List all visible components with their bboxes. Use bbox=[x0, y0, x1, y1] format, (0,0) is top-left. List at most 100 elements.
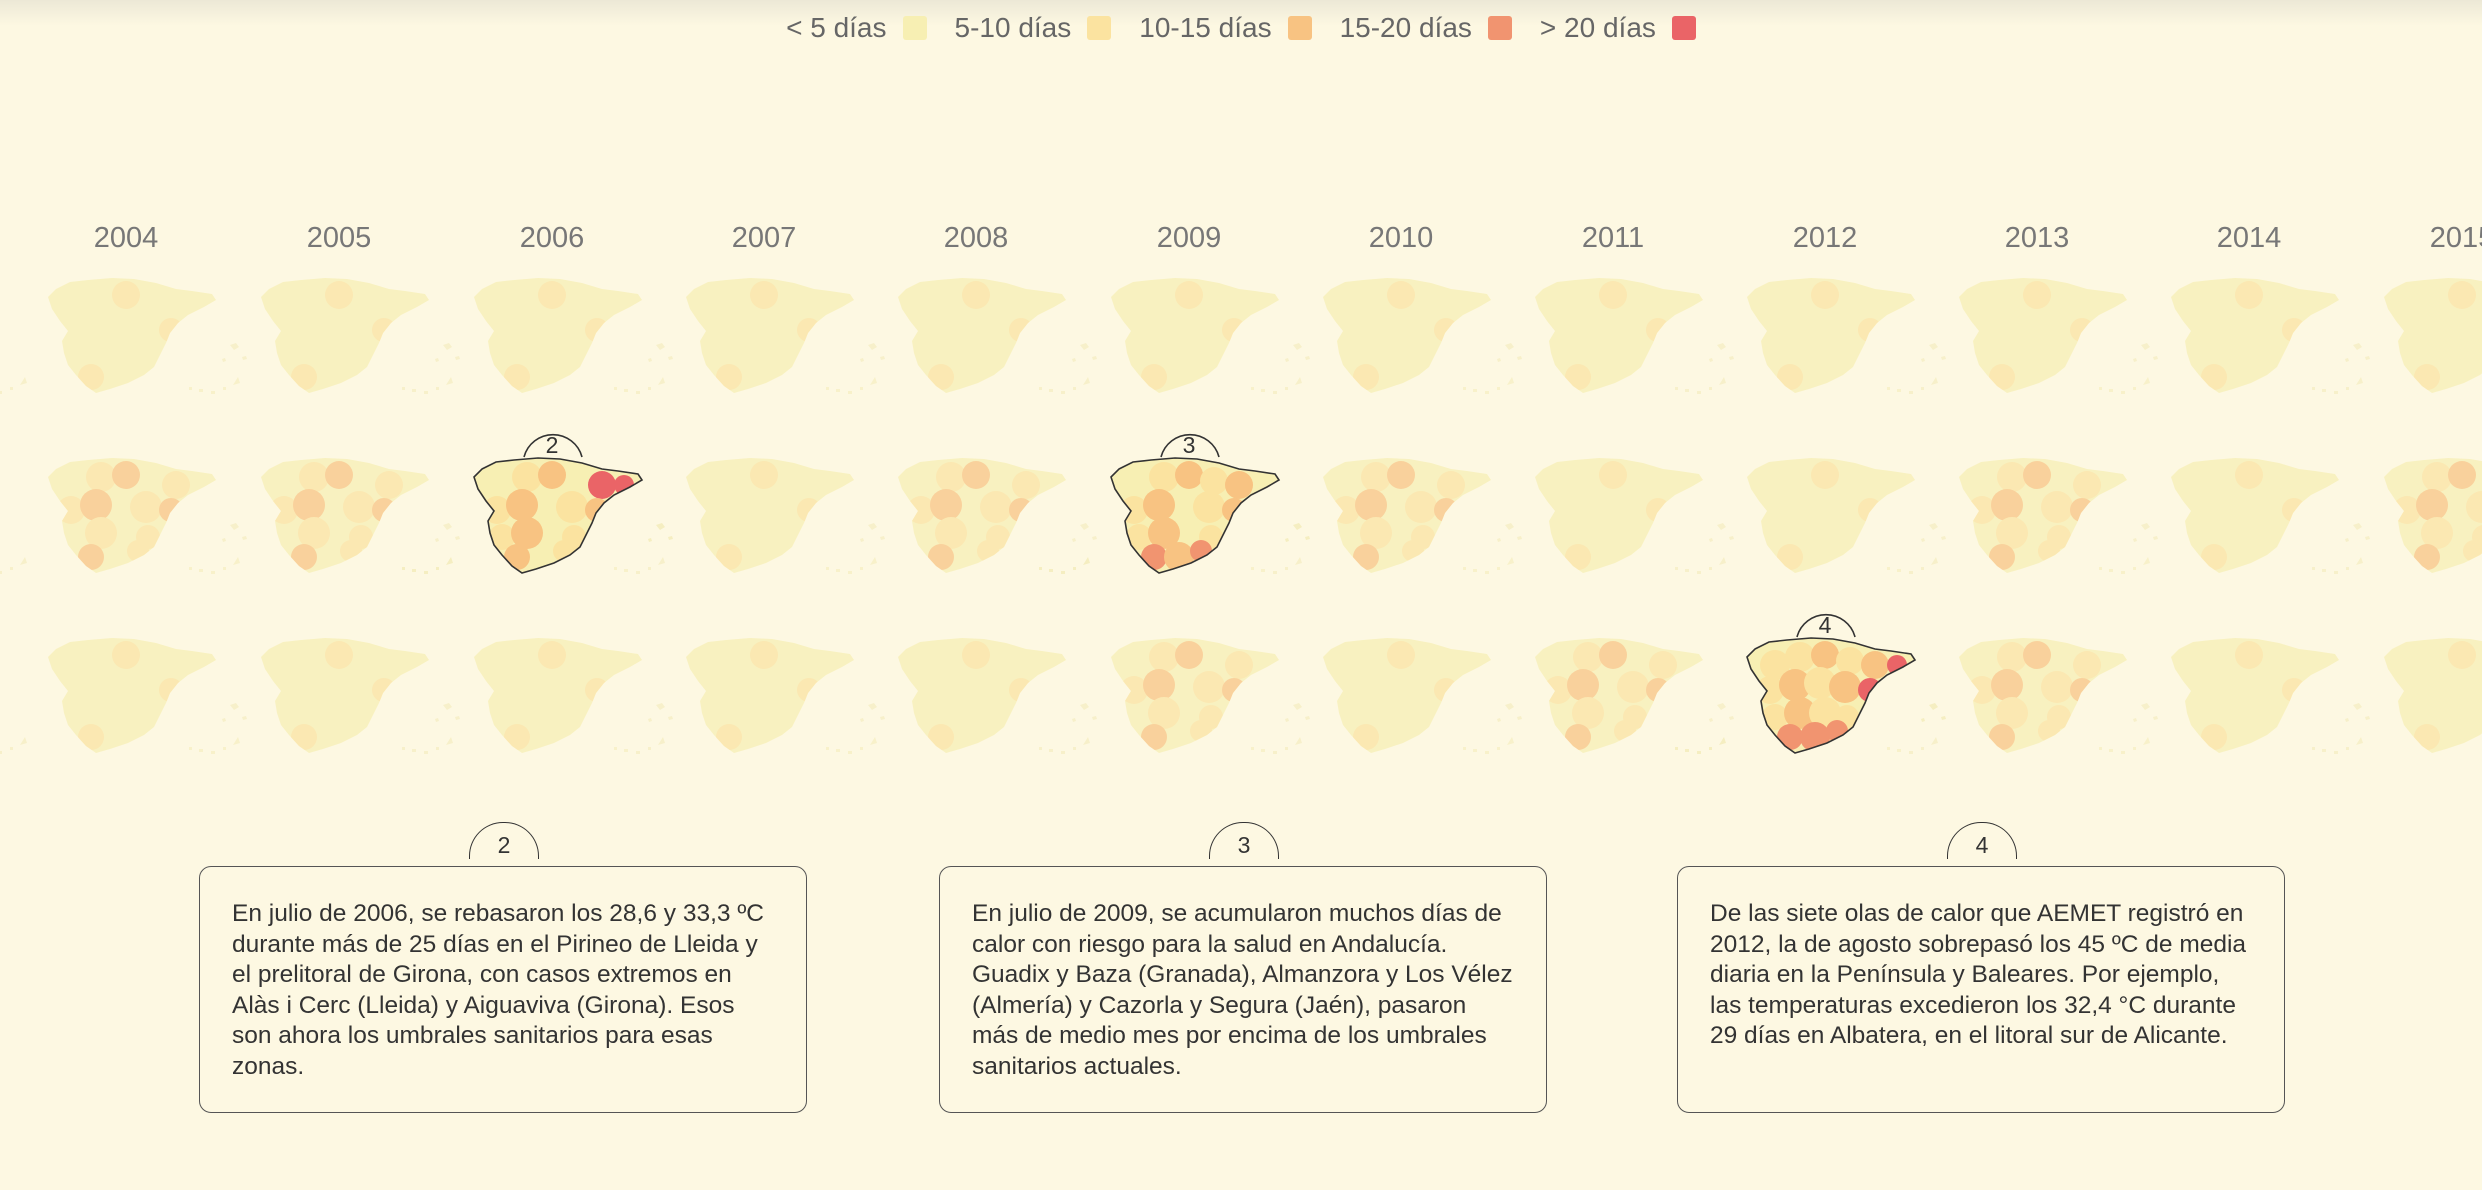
canary-islands bbox=[1675, 557, 1726, 574]
heat-zone bbox=[1193, 491, 1225, 523]
balearic-islands bbox=[860, 703, 885, 722]
heat-zone bbox=[2041, 491, 2073, 523]
balearic-islands bbox=[1709, 343, 1734, 362]
heat-zone bbox=[325, 281, 353, 309]
heat-zone bbox=[2414, 544, 2440, 570]
highlight-text: En julio de 2009, se acumularon muchos d… bbox=[939, 866, 1547, 1113]
heat-zone bbox=[1777, 724, 1803, 750]
spain-map bbox=[1463, 638, 1734, 754]
heat-zone bbox=[1887, 655, 1907, 675]
heat-zone bbox=[2235, 281, 2263, 309]
spain-map bbox=[1251, 638, 1522, 754]
year-label: 2014 bbox=[2216, 222, 2282, 254]
legend-item: < 5 días bbox=[786, 12, 927, 44]
canary-islands bbox=[402, 377, 453, 394]
heat-zone bbox=[538, 461, 566, 489]
year-label: 2015 bbox=[2429, 222, 2482, 254]
balearic-islands bbox=[1497, 703, 1522, 722]
balearic-islands bbox=[1285, 523, 1310, 542]
heat-zone bbox=[1355, 489, 1387, 521]
heat-zone bbox=[1353, 544, 1379, 570]
heat-zone bbox=[1811, 641, 1839, 669]
heat-zone bbox=[343, 491, 375, 523]
balearic-islands bbox=[1072, 343, 1097, 362]
heat-zone bbox=[1567, 669, 1599, 701]
heat-zone bbox=[928, 544, 954, 570]
heat-zone bbox=[556, 491, 588, 523]
heat-zone bbox=[504, 544, 530, 570]
spain-map bbox=[189, 458, 460, 574]
heat-zone bbox=[159, 498, 183, 522]
canary-islands bbox=[0, 557, 27, 574]
year-label: 2012 bbox=[1792, 222, 1858, 254]
spain-map bbox=[1675, 278, 1946, 394]
heat-zone bbox=[585, 678, 609, 702]
heat-zone bbox=[2282, 678, 2306, 702]
heat-zone bbox=[2038, 720, 2060, 742]
canary-islands bbox=[0, 377, 27, 394]
spain-map bbox=[1251, 458, 1522, 574]
spain-map bbox=[189, 278, 460, 394]
heat-zone bbox=[1222, 318, 1246, 342]
canary-islands bbox=[1887, 377, 1938, 394]
heat-zone bbox=[78, 724, 104, 750]
highlight-text: De las siete olas de calor que AEMET reg… bbox=[1677, 866, 2285, 1113]
balearic-islands bbox=[1285, 343, 1310, 362]
heat-zone bbox=[489, 524, 515, 550]
canary-islands bbox=[189, 737, 240, 754]
heat-zone bbox=[1143, 489, 1175, 521]
heat-zone bbox=[112, 641, 140, 669]
canary-islands bbox=[0, 737, 27, 754]
spain-map bbox=[1039, 278, 1310, 394]
heat-zone bbox=[130, 491, 162, 523]
spain-map bbox=[189, 638, 460, 754]
heat-zone bbox=[1997, 462, 2027, 492]
canary-islands bbox=[2099, 557, 2150, 574]
heat-zone bbox=[1149, 462, 1179, 492]
heat-zone bbox=[1141, 724, 1167, 750]
canary-islands bbox=[614, 737, 665, 754]
heat-zone bbox=[1402, 540, 1424, 562]
canary-islands bbox=[1251, 557, 1302, 574]
heat-zone bbox=[293, 489, 325, 521]
heat-zone bbox=[1599, 281, 1627, 309]
spain-map bbox=[1463, 278, 1734, 394]
heat-zone bbox=[375, 471, 403, 499]
heat-zone bbox=[1997, 642, 2027, 672]
spain-map bbox=[1887, 638, 2158, 754]
balearic-islands bbox=[648, 703, 673, 722]
balearic-islands bbox=[648, 523, 673, 542]
heat-zone bbox=[1009, 678, 1033, 702]
heat-zone bbox=[1599, 641, 1627, 669]
spain-map bbox=[826, 278, 1097, 394]
heat-zone bbox=[2070, 678, 2094, 702]
heat-zone bbox=[127, 540, 149, 562]
year-label: 2011 bbox=[1581, 222, 1645, 254]
spain-map bbox=[614, 458, 885, 574]
legend-swatch bbox=[1671, 16, 1696, 40]
heat-zone bbox=[2023, 461, 2051, 489]
canary-islands bbox=[1675, 737, 1726, 754]
heat-zone bbox=[2041, 671, 2073, 703]
heat-zone bbox=[797, 498, 821, 522]
balearic-islands bbox=[1497, 523, 1522, 542]
heat-zone bbox=[1387, 641, 1415, 669]
balearic-islands bbox=[2345, 523, 2370, 542]
heat-zone bbox=[159, 678, 183, 702]
heat-zone bbox=[325, 461, 353, 489]
heat-zone bbox=[512, 462, 542, 492]
spain-map bbox=[1887, 278, 2158, 394]
canary-islands bbox=[2099, 737, 2150, 754]
heat-zone bbox=[1190, 720, 1212, 742]
heat-zone bbox=[2038, 540, 2060, 562]
legend-label: > 20 días bbox=[1539, 12, 1656, 43]
canary-islands bbox=[1039, 737, 1090, 754]
year-axis: 2004 2005 2006 2007 2008 2009 2010 2011 … bbox=[0, 222, 2482, 262]
heat-zone bbox=[797, 318, 821, 342]
heat-zone bbox=[1565, 544, 1591, 570]
heat-zone bbox=[504, 724, 530, 750]
heat-zone bbox=[1434, 498, 1458, 522]
canary-islands bbox=[1675, 377, 1726, 394]
year-label: 2005 bbox=[306, 222, 372, 254]
balearic-islands bbox=[1709, 703, 1734, 722]
